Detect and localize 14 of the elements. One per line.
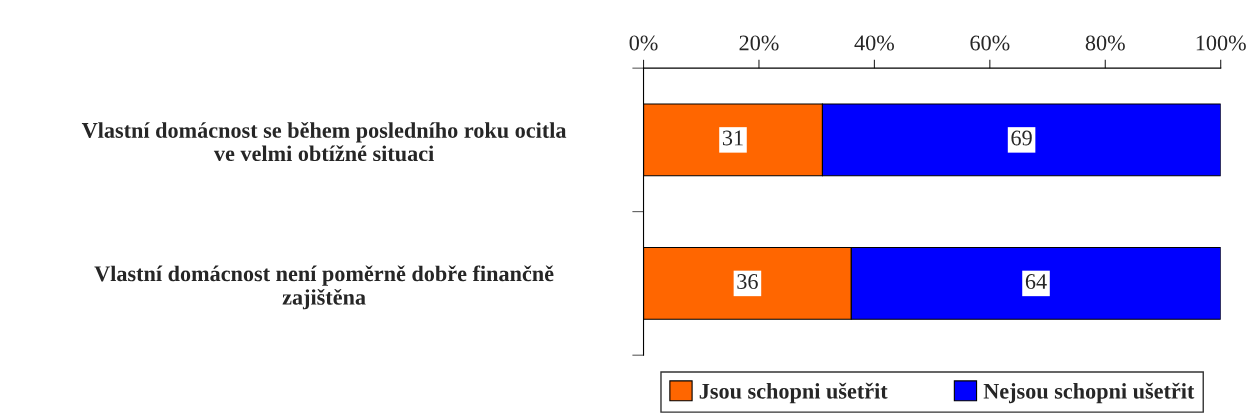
data-label: 31 <box>722 130 743 146</box>
data-label: 36 <box>737 274 758 289</box>
legend-label: Jsou schopni ušetřit <box>699 382 888 404</box>
y-tick-label: Vlastní domácnost se během posledního roku ocitla ve velmi obtížné situaci <box>81 121 567 162</box>
x-tick-label: 60% <box>970 35 1010 51</box>
x-tick-label: 0% <box>629 35 658 51</box>
data-label: 69 <box>1011 130 1032 146</box>
data-label: 64 <box>1025 274 1047 289</box>
y-tick-label: Vlastní domácnost není poměrně dobře finančně zajištěna <box>94 265 554 310</box>
legend-label: Nejsou schopni ušetřit <box>983 382 1195 404</box>
x-tick-label: 100% <box>1196 35 1246 51</box>
x-tick-label: 40% <box>854 35 895 51</box>
x-tick-label: 80% <box>1085 35 1125 51</box>
x-tick-label: 20% <box>739 35 779 51</box>
